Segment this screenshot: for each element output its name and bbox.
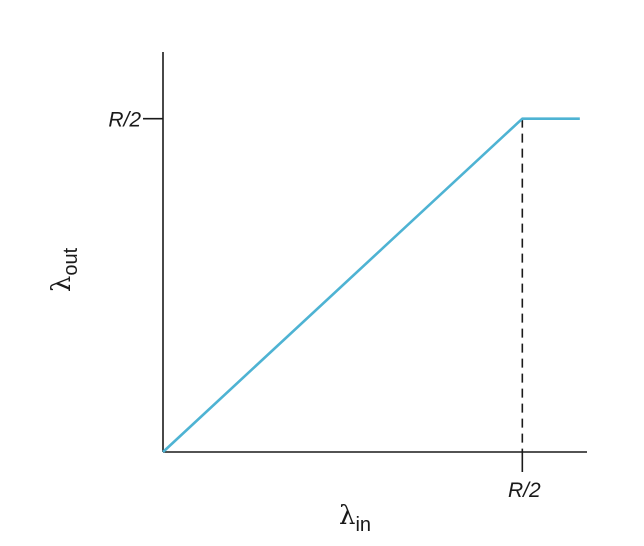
y-axis-label: λout — [47, 247, 82, 292]
y-axis-label-symbol: λ — [47, 276, 77, 292]
y-axis-label-subscript: out — [60, 247, 82, 275]
x-axis-label: λin — [339, 501, 371, 536]
series-group — [162, 117, 580, 453]
x-axis-label-subscript: in — [355, 514, 371, 536]
x-tick-label-0: R/2 — [508, 479, 541, 502]
ticks: R/2 R/2 — [108, 109, 541, 502]
series-line-0 — [162, 117, 580, 453]
y-tick-label-0: R/2 — [108, 109, 141, 132]
x-axis-label-symbol: λ — [339, 501, 355, 531]
